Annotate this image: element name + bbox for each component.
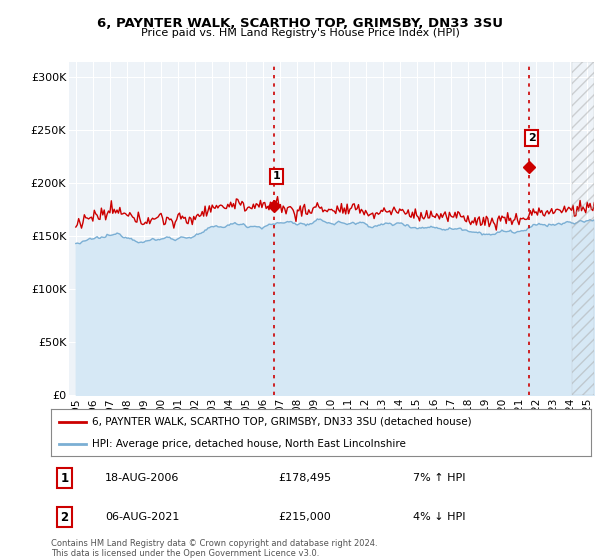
Text: Price paid vs. HM Land Registry's House Price Index (HPI): Price paid vs. HM Land Registry's House … [140, 28, 460, 38]
Text: 1: 1 [61, 472, 68, 485]
Text: 18-AUG-2006: 18-AUG-2006 [105, 473, 179, 483]
Text: 06-AUG-2021: 06-AUG-2021 [105, 512, 179, 522]
Text: Contains HM Land Registry data © Crown copyright and database right 2024.
This d: Contains HM Land Registry data © Crown c… [51, 539, 377, 558]
Text: 6, PAYNTER WALK, SCARTHO TOP, GRIMSBY, DN33 3SU (detached house): 6, PAYNTER WALK, SCARTHO TOP, GRIMSBY, D… [91, 417, 471, 427]
Text: 1: 1 [273, 171, 280, 181]
Text: £178,495: £178,495 [278, 473, 331, 483]
Text: 2: 2 [528, 133, 535, 143]
Text: 2: 2 [61, 511, 68, 524]
Text: 4% ↓ HPI: 4% ↓ HPI [413, 512, 466, 522]
Text: 7% ↑ HPI: 7% ↑ HPI [413, 473, 466, 483]
Text: 6, PAYNTER WALK, SCARTHO TOP, GRIMSBY, DN33 3SU: 6, PAYNTER WALK, SCARTHO TOP, GRIMSBY, D… [97, 17, 503, 30]
Text: £215,000: £215,000 [278, 512, 331, 522]
Text: HPI: Average price, detached house, North East Lincolnshire: HPI: Average price, detached house, Nort… [91, 438, 406, 449]
